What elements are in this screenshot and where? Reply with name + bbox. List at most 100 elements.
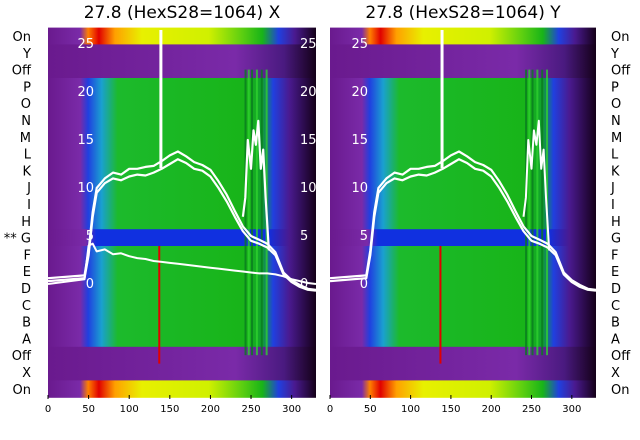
heatmap-row: [48, 313, 316, 331]
heatmap-row: [330, 380, 596, 398]
heatmap-row: [330, 178, 596, 197]
xtick-label: 0: [327, 404, 333, 415]
row-label: Off: [12, 349, 32, 364]
heatmap-row: [330, 27, 596, 45]
overlay-ytick-label: 25: [351, 37, 368, 52]
overlay-ytick-label: 10: [351, 181, 368, 196]
row-label: I: [27, 198, 31, 213]
heatmap-row: [330, 212, 596, 230]
vertical-line: [159, 30, 163, 168]
overlay-ytick-label: 10: [77, 181, 94, 196]
row-label: Y: [610, 47, 619, 62]
heatmap-row: [330, 279, 596, 297]
overlay-ytick-label: 15: [351, 133, 368, 148]
row-label: On: [13, 30, 31, 45]
series-line: [47, 242, 317, 285]
row-label: J: [26, 181, 31, 196]
overlay-ytick-label: 15: [77, 133, 94, 148]
xtick-label: 300: [282, 404, 301, 415]
red-marker: [439, 246, 442, 364]
row-label: N: [611, 114, 621, 129]
series-line: [522, 119, 551, 251]
row-label: M: [611, 131, 622, 146]
heatmap-stripe: [244, 69, 247, 356]
overlay-ytick-label-right: 20: [300, 85, 317, 100]
heatmap-stripe: [525, 69, 528, 356]
heatmap-row: [48, 44, 316, 62]
row-label: P: [23, 80, 31, 95]
xtick-label: 100: [120, 404, 139, 415]
row-label: ** G: [4, 232, 31, 247]
heatmap-stripe: [531, 69, 534, 356]
row-label: O: [611, 97, 621, 112]
overlay-ytick-label: 5: [360, 229, 368, 244]
row-label: I: [611, 198, 615, 213]
heatmap-row: [48, 61, 316, 79]
heatmap-stripe: [260, 69, 263, 356]
heatmap-row: [48, 363, 316, 381]
row-label: E: [23, 265, 31, 280]
row-label: K: [22, 164, 31, 179]
row-label: A: [611, 332, 620, 347]
heatmap-row: [330, 296, 596, 314]
row-label: H: [611, 215, 621, 230]
row-label: N: [21, 114, 31, 129]
heatmap-row: [330, 262, 596, 281]
heatmap-row: [48, 330, 316, 348]
xtick-label: 50: [82, 404, 95, 415]
heatmap-row: [330, 128, 596, 146]
overlay-ytick-label: 20: [351, 85, 368, 100]
row-label: P: [611, 80, 619, 95]
row-label: K: [611, 164, 620, 179]
row-label: Off: [12, 64, 32, 79]
heatmap-row: [48, 296, 316, 314]
heatmap-row: [48, 27, 316, 45]
heatmap-stripe: [255, 69, 258, 356]
overlay-ytick-label-right: 5: [300, 229, 308, 244]
row-label: G: [611, 232, 621, 247]
heatmap-stripe: [247, 69, 250, 356]
series-line: [47, 158, 317, 292]
row-label: On: [611, 30, 629, 45]
heatmap-stripe: [528, 69, 531, 356]
series-line: [241, 119, 270, 251]
overlay-ytick-label: 20: [77, 85, 94, 100]
row-label: F: [611, 248, 618, 263]
xtick-label: 150: [441, 404, 460, 415]
heatmap-row: [330, 363, 596, 381]
row-label: L: [611, 148, 619, 163]
row-label: X: [22, 366, 31, 381]
heatmap-row: [330, 78, 596, 96]
xtick-label: 50: [364, 404, 377, 415]
heatmap-row: [330, 162, 596, 180]
overlay-ytick-label: 25: [77, 37, 94, 52]
xtick-label: 250: [241, 404, 260, 415]
heatmap-stripe: [251, 69, 254, 356]
heatmap-row: [48, 195, 316, 213]
overlay-ytick-label: 0: [86, 277, 94, 292]
row-label: F: [24, 248, 31, 263]
row-label: On: [611, 383, 629, 398]
chart-title: 27.8 (HexS28=1064) Y: [365, 3, 561, 23]
xtick-label: 200: [201, 404, 220, 415]
row-label: D: [611, 282, 621, 297]
heatmap-row: [330, 195, 596, 213]
series-line: [329, 150, 597, 291]
row-label: Off: [611, 349, 631, 364]
row-label: On: [13, 383, 31, 398]
xtick-label: 150: [160, 404, 179, 415]
overlay-ytick-label-right: 10: [300, 181, 317, 196]
row-label: M: [20, 131, 31, 146]
vertical-line: [440, 30, 444, 168]
row-label: D: [21, 282, 31, 297]
overlay-ytick-label-right: 0: [300, 277, 308, 292]
chart-title: 27.8 (HexS28=1064) X: [84, 3, 281, 23]
red-marker: [158, 246, 161, 364]
row-label: B: [22, 316, 31, 331]
row-label: O: [21, 97, 31, 112]
heatmap-row: [330, 330, 596, 348]
row-label: H: [21, 215, 31, 230]
